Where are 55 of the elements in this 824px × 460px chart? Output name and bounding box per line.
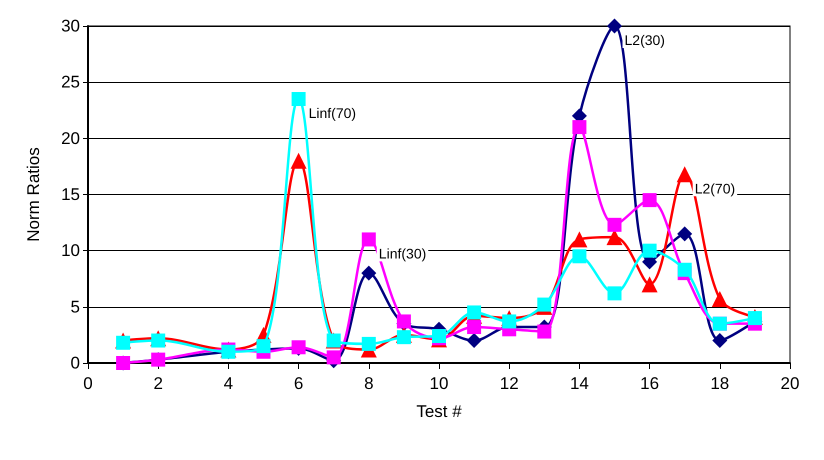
x-tick-label: 16 <box>640 374 660 393</box>
point <box>116 336 130 350</box>
y-axis-title: Norm Ratios <box>24 147 43 242</box>
x-tick-label: 4 <box>224 374 234 393</box>
point <box>642 193 657 208</box>
point <box>572 249 586 264</box>
point <box>467 305 482 320</box>
y-tick-label: 5 <box>70 297 80 316</box>
annotation: L2(30) <box>624 32 665 48</box>
point <box>151 334 166 348</box>
x-tick-label: 12 <box>500 374 519 393</box>
point <box>396 330 411 344</box>
point <box>362 232 376 246</box>
annotation: L2(70) <box>694 180 736 196</box>
point <box>572 120 586 134</box>
point <box>712 290 728 307</box>
x-axis-title: Test # <box>416 402 462 421</box>
point <box>362 336 376 351</box>
point <box>608 218 622 232</box>
y-tick-label: 30 <box>61 16 80 36</box>
x-tick-label: 2 <box>153 374 163 393</box>
x-tick-label: 0 <box>83 374 93 393</box>
x-tick-label: 10 <box>430 374 448 393</box>
x-tick-label: 18 <box>710 374 730 393</box>
point <box>361 266 376 281</box>
y-tick-label: 20 <box>61 128 80 148</box>
y-tick-label: 10 <box>61 241 80 260</box>
y-tick-label: 15 <box>61 185 80 204</box>
point <box>678 262 692 277</box>
point <box>676 166 693 182</box>
annotation: Linf(30) <box>378 245 426 262</box>
point <box>290 152 307 169</box>
point <box>712 333 728 348</box>
x-tick-label: 6 <box>294 374 304 393</box>
point <box>256 339 270 354</box>
x-tick-label: 20 <box>780 374 800 393</box>
point <box>748 311 762 326</box>
point <box>467 320 482 334</box>
point <box>642 244 657 258</box>
point <box>292 92 306 106</box>
point <box>396 314 411 328</box>
point <box>571 231 588 248</box>
point <box>677 226 692 242</box>
point <box>607 18 622 34</box>
point <box>608 286 622 300</box>
point <box>537 298 552 312</box>
y-tick-label: 25 <box>61 72 80 92</box>
point <box>466 333 482 348</box>
point <box>537 324 552 339</box>
x-tick-label: 14 <box>570 374 589 393</box>
point <box>502 314 516 328</box>
x-tick-label: 8 <box>364 374 374 393</box>
y-tick-label: 0 <box>70 354 80 372</box>
annotation: Linf(70) <box>308 105 356 122</box>
point <box>642 276 658 292</box>
